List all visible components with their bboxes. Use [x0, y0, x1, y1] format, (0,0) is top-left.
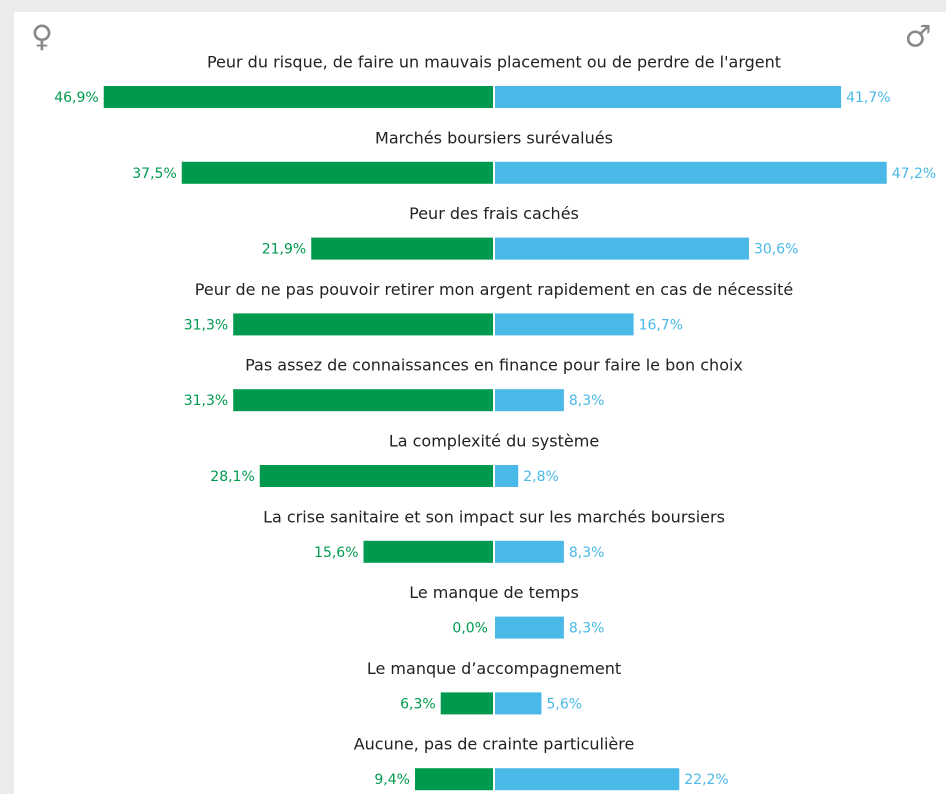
value-label-male: 8,3%: [569, 393, 605, 409]
value-label-female: 46,9%: [54, 90, 98, 106]
value-label-female: 6,3%: [400, 696, 436, 712]
value-label-female: 37,5%: [132, 166, 176, 182]
bar-female: [181, 161, 493, 184]
value-label-female: 21,9%: [262, 242, 306, 258]
value-label-female: 15,6%: [314, 545, 358, 561]
legend-female: ♀: [31, 20, 53, 55]
bar-female: [233, 313, 493, 336]
category-label: Le manque d’accompagnement: [367, 659, 621, 678]
value-label-female: 28,1%: [210, 469, 254, 485]
bar-female: [103, 86, 493, 108]
value-label-male: 47,2%: [892, 166, 936, 182]
bar-female: [414, 768, 493, 791]
bar-female: [259, 465, 493, 487]
value-label-male: 2,8%: [523, 469, 559, 485]
category-label: La complexité du système: [389, 432, 599, 451]
value-label-female: 0,0%: [452, 621, 488, 637]
legend-male: ♂: [905, 20, 932, 55]
category-label: Peur du risque, de faire un mauvais plac…: [207, 53, 781, 72]
value-label-male: 16,7%: [639, 317, 683, 333]
value-label-female: 31,3%: [184, 393, 228, 409]
bar-female: [440, 692, 493, 715]
bar-male: [495, 692, 542, 715]
bar-male: [495, 768, 680, 791]
value-label-male: 8,3%: [569, 621, 605, 637]
bar-male: [495, 86, 842, 108]
category-label: La crise sanitaire et son impact sur les…: [263, 507, 725, 526]
bar-male: [495, 389, 564, 412]
bar-female: [311, 237, 493, 260]
bar-male: [495, 237, 749, 260]
bar-male: [495, 313, 634, 336]
value-label-male: 5,6%: [546, 696, 582, 712]
value-label-male: 41,7%: [846, 90, 890, 106]
value-label-male: 22,2%: [684, 772, 728, 788]
category-label: Peur de ne pas pouvoir retirer mon argen…: [195, 280, 793, 299]
bar-male: [495, 465, 519, 487]
category-label: Le manque de temps: [409, 583, 579, 602]
category-label: Pas assez de connaissances en finance po…: [245, 356, 743, 375]
bar-male: [495, 161, 887, 184]
category-label: Marchés boursiers surévalués: [375, 128, 613, 147]
bar-male: [495, 540, 564, 563]
bar-male: [495, 616, 564, 639]
category-label: Aucune, pas de crainte particulière: [354, 735, 635, 754]
category-label: Peur des frais cachés: [409, 204, 579, 223]
bar-female: [363, 540, 493, 563]
value-label-female: 9,4%: [374, 772, 410, 788]
bar-female: [233, 389, 493, 412]
value-label-male: 8,3%: [569, 545, 605, 561]
value-label-male: 30,6%: [754, 242, 798, 258]
value-label-female: 31,3%: [184, 317, 228, 333]
